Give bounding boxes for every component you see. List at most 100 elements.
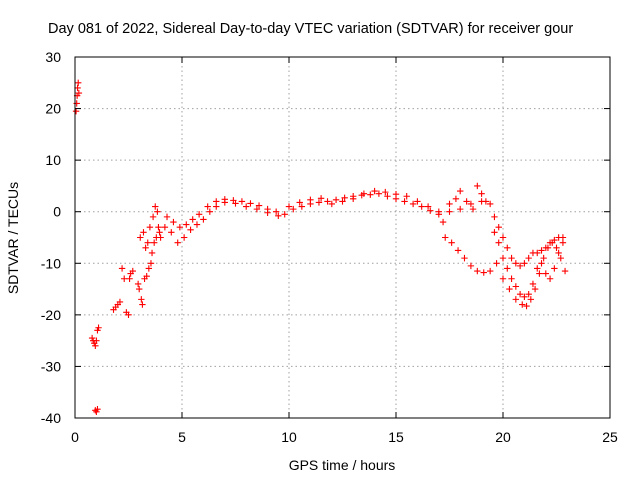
data-point: [339, 198, 346, 205]
data-point: [206, 208, 214, 215]
data-point: [553, 244, 560, 252]
data-point: [371, 187, 378, 195]
x-tick-label: 25: [602, 429, 618, 445]
data-point: [557, 254, 564, 262]
data-point: [491, 213, 498, 221]
data-point: [139, 301, 146, 308]
data-point: [508, 275, 515, 282]
data-point: [147, 260, 155, 267]
data-point: [155, 223, 162, 231]
data-point: [144, 239, 151, 246]
data-point: [467, 262, 475, 270]
data-point: [125, 311, 132, 319]
x-tick-label: 5: [178, 429, 186, 445]
data-point: [140, 229, 147, 236]
data-point: [467, 200, 475, 208]
data-point: [350, 195, 357, 203]
series-arc-late-mid: [491, 229, 567, 301]
data-point: [495, 223, 502, 231]
data-point: [474, 267, 481, 275]
data-point: [523, 302, 530, 310]
data-point: [452, 195, 460, 203]
data-point: [499, 234, 507, 241]
data-point: [486, 267, 494, 275]
data-point: [221, 196, 228, 203]
data-point: [463, 198, 470, 205]
series-arc-rise-2: [134, 203, 164, 308]
data-point: [170, 218, 177, 226]
data-point: [200, 216, 207, 223]
data-point: [534, 249, 541, 257]
data-point: [315, 199, 323, 206]
data-point: [129, 267, 136, 275]
data-point: [272, 208, 280, 215]
y-axis-label: SDTVAR / TECUs: [5, 182, 21, 294]
series-arc-side: [163, 187, 485, 231]
data-point: [116, 298, 124, 306]
data-point: [446, 200, 453, 208]
data-point: [204, 203, 211, 210]
data-point: [137, 234, 144, 241]
data-point: [150, 239, 158, 246]
data-point: [542, 270, 549, 277]
data-point: [403, 193, 410, 200]
data-point: [341, 194, 348, 201]
data-point: [521, 260, 528, 267]
data-point: [521, 293, 528, 301]
data-point: [544, 244, 552, 252]
data-point: [495, 239, 502, 246]
data-point: [409, 200, 417, 208]
x-tick-label: 0: [71, 429, 79, 445]
y-tick-label: 30: [45, 49, 61, 65]
data-point: [516, 262, 524, 270]
data-point: [328, 200, 335, 208]
data-points: [72, 79, 569, 416]
data-point: [480, 269, 487, 276]
data-point: [435, 208, 442, 215]
data-point: [457, 205, 464, 213]
data-point: [486, 200, 494, 208]
data-point: [508, 254, 515, 262]
data-point: [298, 203, 306, 210]
data-point: [525, 254, 532, 262]
data-point: [156, 229, 163, 236]
data-point: [94, 406, 101, 413]
data-point: [375, 190, 383, 197]
y-tick-label: 0: [53, 204, 61, 220]
data-point: [126, 275, 133, 282]
data-point: [493, 260, 500, 267]
data-point: [512, 296, 520, 303]
x-tick-labels: 0 5 10 15 20 25: [71, 429, 618, 445]
data-point: [142, 244, 149, 252]
data-point: [439, 218, 447, 226]
plot-frame: [74, 56, 611, 419]
data-point: [187, 226, 194, 233]
data-point: [540, 254, 547, 262]
data-point: [243, 203, 250, 210]
data-point: [427, 207, 434, 214]
data-point: [149, 213, 157, 221]
x-tick-label: 20: [495, 429, 511, 445]
data-point: [290, 205, 297, 213]
data-point: [506, 285, 513, 293]
data-point: [134, 280, 142, 288]
data-point: [555, 249, 562, 257]
data-point: [168, 229, 175, 236]
data-point: [118, 265, 126, 272]
data-point: [264, 209, 271, 216]
data-point: [152, 203, 159, 210]
data-point: [512, 283, 520, 290]
data-point: [275, 212, 282, 220]
data-point: [549, 239, 556, 246]
data-point: [143, 272, 150, 280]
data-point: [157, 234, 164, 241]
y-tick-label: -20: [41, 307, 61, 323]
data-point: [136, 285, 143, 293]
y-tick-label: 20: [45, 101, 61, 117]
data-point: [538, 260, 545, 267]
data-point: [442, 234, 449, 241]
data-point: [161, 223, 169, 231]
data-point: [195, 211, 203, 218]
data-point: [213, 198, 220, 205]
